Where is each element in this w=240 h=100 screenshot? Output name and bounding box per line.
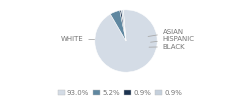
Text: ASIAN: ASIAN — [148, 29, 184, 36]
Legend: 93.0%, 5.2%, 0.9%, 0.9%: 93.0%, 5.2%, 0.9%, 0.9% — [57, 89, 183, 96]
Text: HISPANIC: HISPANIC — [150, 36, 195, 42]
Wedge shape — [95, 10, 157, 72]
Text: WHITE: WHITE — [60, 36, 95, 42]
Wedge shape — [110, 10, 126, 41]
Wedge shape — [120, 10, 126, 41]
Text: BLACK: BLACK — [149, 44, 186, 50]
Wedge shape — [121, 10, 126, 41]
